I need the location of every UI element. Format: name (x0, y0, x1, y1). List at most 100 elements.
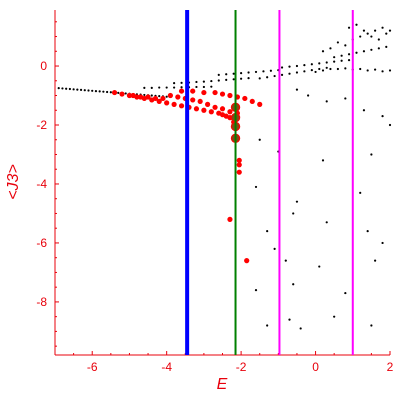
reference-lines (185, 10, 354, 355)
black-point (165, 95, 168, 98)
red-point (212, 89, 218, 96)
x-tick-label: -4 (161, 360, 172, 374)
black-point (91, 89, 94, 92)
black-point (366, 230, 369, 233)
black-point (57, 87, 60, 90)
black-point (310, 69, 313, 72)
black-point (318, 62, 321, 65)
black-point (180, 81, 183, 84)
black-point (254, 289, 258, 292)
black-point (87, 89, 90, 92)
red-point (152, 95, 159, 102)
red-point (171, 101, 177, 107)
black-point (359, 67, 362, 71)
black-point (295, 88, 299, 91)
red-point (236, 162, 242, 168)
black-point (388, 29, 392, 32)
black-point (258, 77, 261, 80)
red-point (193, 106, 200, 112)
black-point (269, 69, 272, 72)
black-point (217, 73, 220, 76)
black-point (321, 69, 325, 72)
data-points (57, 23, 392, 330)
black-point (202, 80, 205, 83)
black-point (374, 29, 377, 32)
red-point (197, 98, 203, 105)
black-point (318, 67, 321, 71)
black-point (217, 79, 220, 82)
black-point (362, 109, 366, 112)
black-point (292, 283, 295, 286)
red-point (236, 157, 242, 163)
black-point (333, 315, 336, 318)
black-point (68, 87, 71, 91)
black-point (117, 91, 120, 94)
red-point (219, 112, 226, 118)
x-tick-label: 2 (387, 360, 394, 374)
black-point (359, 191, 362, 194)
black-point (102, 90, 105, 93)
black-point (366, 32, 369, 35)
black-point (106, 90, 109, 94)
black-point (340, 54, 343, 57)
black-point (254, 185, 258, 189)
red-point (244, 258, 250, 264)
red-point (236, 169, 242, 175)
black-point (347, 26, 351, 29)
y-tick-label: 0 (40, 59, 47, 73)
black-point (266, 324, 269, 327)
black-point (158, 86, 161, 89)
black-point (362, 50, 366, 53)
black-point (333, 56, 336, 59)
black-point (374, 68, 377, 71)
red-point (219, 91, 226, 97)
black-point (202, 85, 205, 89)
black-point (325, 221, 328, 224)
black-point (288, 318, 291, 321)
red-point (126, 92, 133, 99)
black-point (388, 69, 392, 72)
black-point (321, 50, 325, 53)
y-tick-label: -6 (36, 236, 47, 250)
black-point (325, 66, 328, 69)
red-point (201, 107, 207, 113)
black-point (329, 47, 332, 50)
black-point (362, 29, 366, 32)
black-point (79, 88, 83, 92)
red-point (257, 101, 263, 107)
black-point (280, 66, 284, 69)
black-point (76, 88, 79, 91)
black-point (355, 23, 358, 26)
black-point (359, 35, 362, 38)
black-point (240, 77, 243, 80)
black-point (314, 70, 317, 74)
red-point (119, 91, 125, 97)
black-point (210, 79, 213, 83)
black-point (329, 67, 332, 71)
black-point (295, 64, 299, 68)
x-tick-label: -2 (236, 360, 247, 374)
y-axis: 0 -2 -4 -6 -8 (36, 10, 59, 355)
black-point (307, 94, 310, 97)
black-point (370, 48, 373, 51)
black-point (303, 70, 306, 73)
black-point (65, 87, 68, 90)
black-point (247, 77, 250, 80)
black-point (377, 38, 380, 41)
black-point (254, 70, 258, 74)
black-point (83, 89, 86, 92)
black-point (195, 80, 198, 84)
red-point (212, 104, 218, 110)
black-point (366, 69, 369, 72)
black-point (109, 91, 112, 94)
black-point (344, 291, 347, 295)
black-point (225, 78, 228, 81)
black-point (247, 71, 250, 74)
black-point (225, 73, 228, 76)
black-point (370, 153, 373, 156)
black-point (266, 230, 269, 233)
black-point (299, 327, 302, 330)
x-tick-label: 0 (312, 360, 319, 374)
black-point (370, 324, 373, 327)
